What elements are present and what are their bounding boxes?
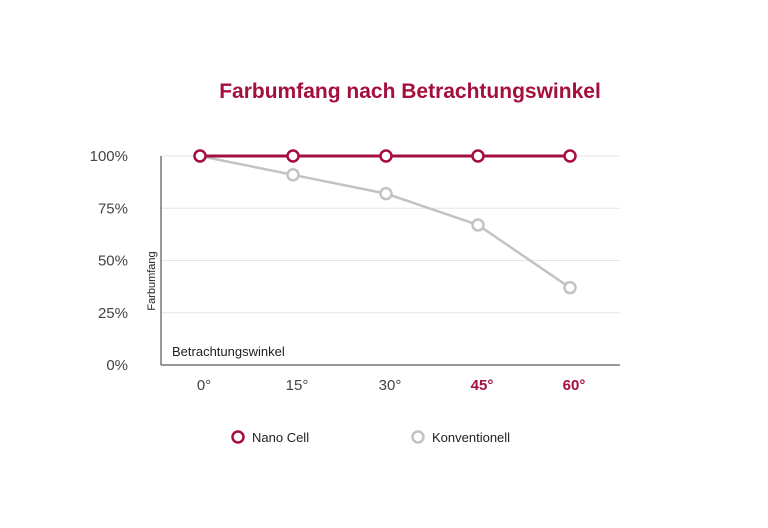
y-tick-label: 25% xyxy=(98,305,128,322)
y-tick-label: 0% xyxy=(106,357,128,374)
legend-item: Konventionell xyxy=(411,430,510,445)
gridlines xyxy=(161,155,620,314)
data-point xyxy=(379,186,393,201)
legend-label: Nano Cell xyxy=(252,430,309,445)
data-point xyxy=(563,280,577,295)
y-tick-label: 100% xyxy=(90,148,128,165)
axes xyxy=(160,156,620,366)
series xyxy=(193,149,577,295)
data-point xyxy=(286,149,300,163)
y-tick-label: 50% xyxy=(98,253,128,270)
x-tick-label: 60° xyxy=(563,377,586,394)
legend-marker xyxy=(231,430,245,444)
data-point xyxy=(563,149,577,163)
x-tick-label: 30° xyxy=(379,377,402,394)
series-line xyxy=(199,154,571,289)
data-point xyxy=(379,149,393,163)
y-tick-labels: 0% 25% 50% 75% 100% xyxy=(90,148,128,374)
legend-item: Nano Cell xyxy=(231,430,309,445)
data-point xyxy=(193,149,207,163)
x-tick-label: 0° xyxy=(197,377,211,394)
y-axis-label: Farbumfang xyxy=(146,251,158,310)
y-tick-label: 75% xyxy=(98,200,128,217)
chart-title: Farbumfang nach Betrachtungswinkel xyxy=(219,80,601,103)
x-tick-label: 15° xyxy=(286,377,309,394)
series-nano-cell xyxy=(193,149,577,163)
x-tick-labels: 0° 15° 30° 45° 60° xyxy=(197,377,586,394)
legend-marker xyxy=(411,430,425,444)
legend: Nano Cell Konventionell xyxy=(231,430,510,445)
legend-label: Konventionell xyxy=(432,430,510,445)
data-point xyxy=(471,218,485,232)
data-point xyxy=(286,168,300,182)
x-axis-label: Betrachtungswinkel xyxy=(172,344,285,359)
x-tick-label: 45° xyxy=(471,377,494,394)
series-konventionell xyxy=(193,149,577,295)
data-point xyxy=(471,149,485,163)
